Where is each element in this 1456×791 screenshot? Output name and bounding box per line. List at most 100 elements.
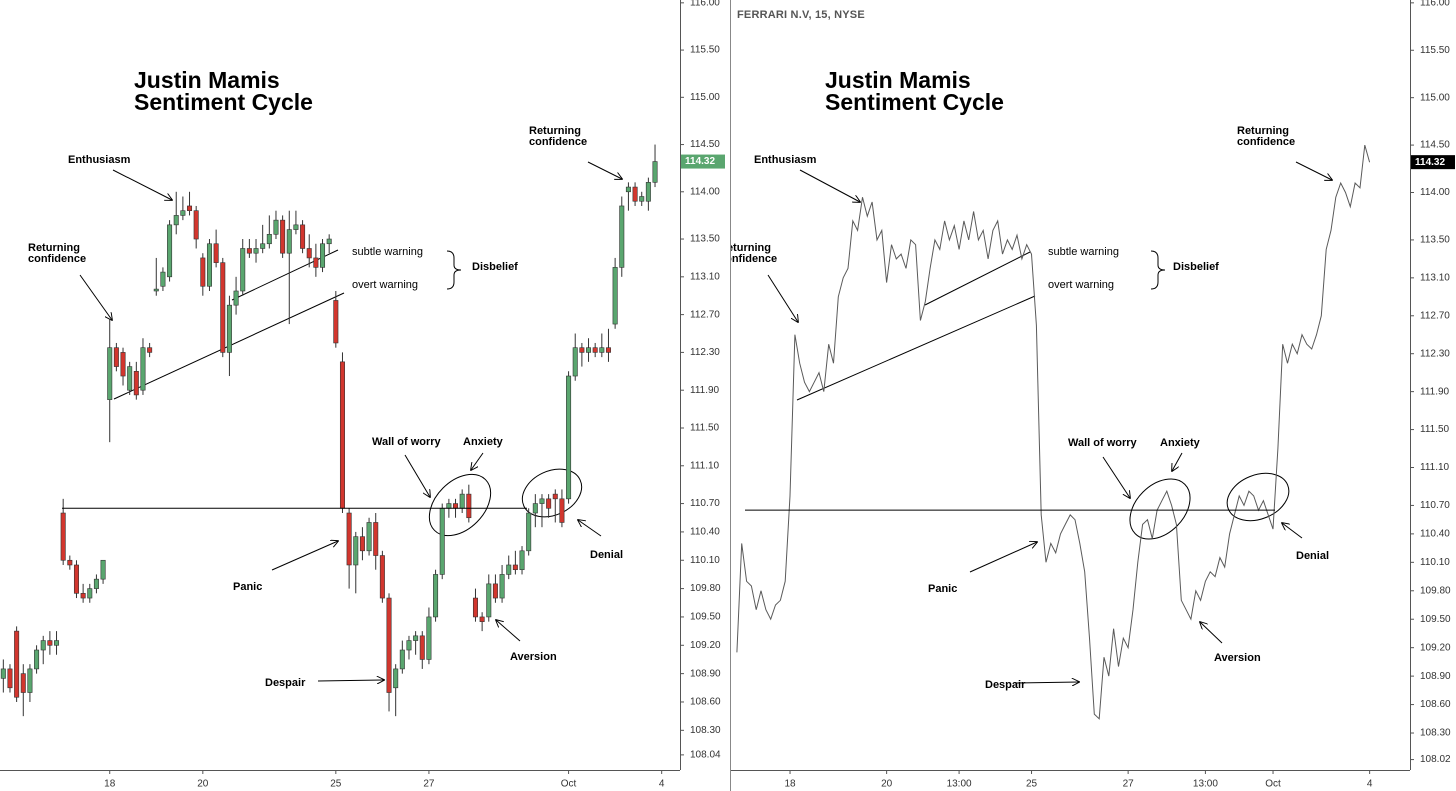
y-tick-label: 111.10: [690, 460, 720, 471]
candle-body: [566, 375, 572, 500]
annotation: Anxiety: [1160, 437, 1200, 449]
arrow: [799, 169, 860, 202]
candle-body: [34, 649, 40, 670]
arrow: [404, 454, 430, 497]
y-tick-label: 108.60: [690, 697, 721, 708]
candle-body: [353, 536, 359, 566]
y-tick-label: 111.90: [690, 385, 720, 396]
candle-body: [160, 271, 166, 287]
y-tick-label: 114.50: [1420, 140, 1450, 151]
y-tick-label: 109.50: [690, 612, 721, 623]
candle-body: [113, 347, 119, 367]
trend-line: [924, 251, 1031, 306]
annotation: Disbelief: [472, 261, 518, 273]
candle-body: [266, 234, 272, 245]
candle-body: [599, 347, 605, 353]
candle-body: [100, 559, 106, 580]
candle-body: [512, 564, 518, 571]
chart-subtitle: FERRARI N.V, 15, NYSE: [737, 9, 865, 21]
annotation: Wall of worry: [1068, 437, 1137, 449]
candle-body: [552, 493, 558, 500]
candle-body: [559, 498, 565, 523]
y-tick-label: 110.70: [1420, 500, 1450, 511]
x-tick-label: 25: [1026, 779, 1038, 790]
candle-body: [499, 574, 505, 599]
candle-body: [200, 257, 206, 287]
x-tick-label: 27: [423, 779, 435, 790]
y-tick-label: 113.50: [1420, 235, 1450, 246]
y-tick-label: 113.10: [690, 271, 720, 282]
x-tick-label: 4: [1367, 779, 1373, 790]
y-tick-label: 112.30: [1420, 348, 1450, 359]
candle-body: [313, 257, 319, 268]
candle-body: [472, 597, 478, 618]
x-tick-label: 25: [330, 779, 342, 790]
x-tick-label: 27: [1123, 779, 1135, 790]
candle-body: [40, 640, 46, 651]
y-tick-label: 109.80: [690, 583, 721, 594]
annotation: Panic: [233, 581, 263, 593]
arrow: [79, 274, 112, 320]
x-tick-label: 13:00: [947, 779, 972, 790]
annotation: Returning confidence: [529, 125, 588, 148]
candle-body: [73, 564, 79, 594]
candle-body: [187, 205, 193, 211]
candle-body: [153, 288, 159, 292]
candle-body: [639, 196, 645, 202]
arrow: [969, 542, 1037, 573]
candle-body: [246, 248, 252, 254]
annotation: Enthusiasm: [754, 154, 817, 166]
candle-body: [373, 522, 379, 556]
candle-body: [379, 555, 385, 599]
candle-body: [625, 186, 631, 193]
candle-body: [359, 536, 365, 552]
candle-body: [619, 205, 625, 268]
candle-body: [306, 248, 312, 259]
candle-body: [67, 559, 73, 566]
candle-body: [133, 371, 139, 396]
candle-body: [107, 347, 113, 400]
y-tick-label: 113.50: [690, 234, 720, 245]
x-tick-label: 20: [197, 779, 209, 790]
arrow: [1200, 622, 1223, 644]
candle-body: [260, 243, 266, 249]
arrow: [271, 541, 338, 571]
arrow: [767, 274, 798, 322]
x-tick-label: Oct: [1265, 779, 1281, 790]
annotation: Returning confidence: [28, 242, 87, 265]
candle-body: [120, 352, 126, 377]
x-tick-label: 4: [659, 779, 665, 790]
candle-body: [612, 267, 618, 325]
y-tick-label: 109.50: [1420, 614, 1451, 625]
brace: [446, 250, 462, 290]
annotation: Returning confidence: [731, 242, 778, 265]
candle-body: [419, 635, 425, 660]
x-tick-label: 18: [784, 779, 796, 790]
y-tick-label: 108.60: [1420, 699, 1451, 710]
candle-body: [320, 243, 326, 268]
annotation: Denial: [1296, 550, 1330, 562]
candle-body: [0, 668, 6, 679]
arrow: [112, 169, 172, 200]
candle-body: [60, 512, 66, 561]
candle-body: [579, 347, 585, 353]
annotation: overt warning: [1048, 279, 1115, 291]
candle-body: [546, 498, 552, 509]
candle-body: [93, 578, 99, 589]
candle-body: [519, 550, 525, 571]
annotation: subtle warning: [1048, 246, 1119, 258]
candle-body: [206, 243, 212, 287]
y-tick-label: 108.90: [1420, 671, 1451, 682]
arrow: [1102, 456, 1130, 498]
arrow: [1014, 682, 1079, 683]
y-tick-label: 114.00: [690, 186, 720, 197]
right-annotations: FERRARI N.V, 15, NYSE Justin Mamis Senti…: [731, 0, 1410, 791]
candle-body: [300, 224, 306, 249]
brace: [1150, 250, 1166, 290]
candle-body: [592, 347, 598, 353]
candle-body: [213, 243, 219, 263]
price-tag-label: 114.32: [1415, 157, 1445, 168]
candle-body: [286, 229, 292, 254]
